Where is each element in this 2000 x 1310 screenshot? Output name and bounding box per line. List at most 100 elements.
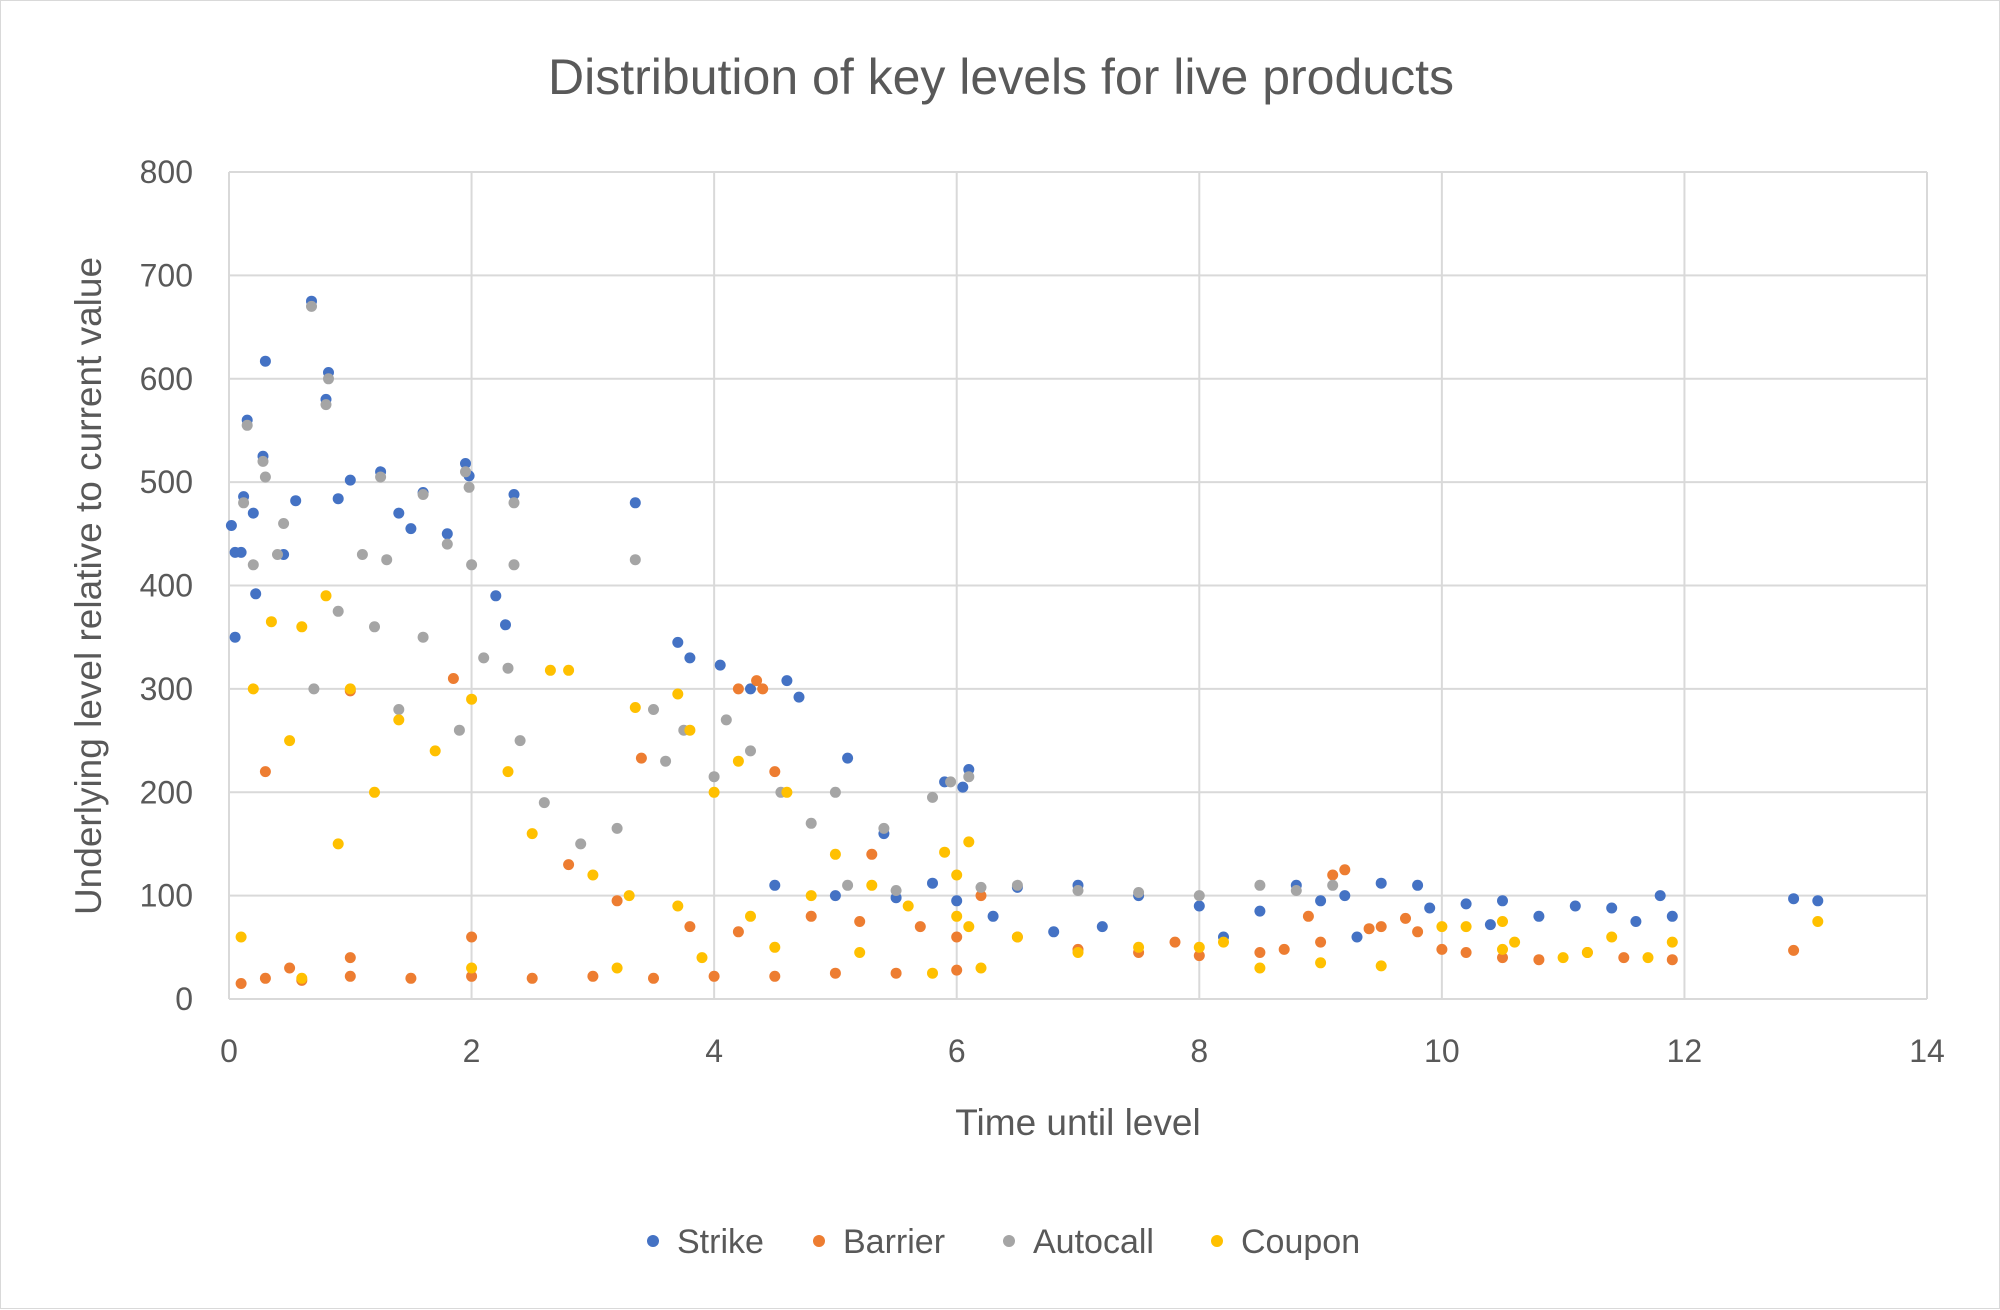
data-point-coupon [344, 683, 356, 695]
data-point-strike [629, 497, 641, 509]
data-point-barrier [1375, 921, 1387, 933]
data-point-coupon [466, 962, 478, 974]
ticks-layer: 0 100 200 300 400 500 600 700 800 0 2 4 6 8 10 12 14 [140, 154, 1945, 1069]
data-point-strike [793, 691, 805, 703]
legend-marker [1003, 1235, 1015, 1247]
data-point-strike [1254, 905, 1266, 917]
data-point-coupon [623, 890, 635, 902]
data-point-barrier [1460, 947, 1472, 958]
data-point-strike [1096, 921, 1108, 933]
data-point-autocall [975, 881, 987, 893]
data-point-barrier [866, 848, 878, 860]
data-point-strike [393, 507, 405, 519]
y-tick-label: 0 [175, 981, 193, 1017]
data-point-strike [1788, 893, 1800, 905]
data-point-strike [781, 675, 793, 687]
data-point-strike [684, 652, 696, 664]
data-point-coupon [1497, 916, 1508, 927]
data-point-barrier [563, 859, 575, 871]
data-point-strike [957, 781, 969, 793]
data-point-barrier [951, 931, 963, 943]
data-point-barrier [1788, 944, 1800, 956]
data-point-coupon [1315, 957, 1327, 969]
series-autocall [238, 300, 1339, 902]
data-point-strike [247, 507, 259, 519]
data-point-barrier [648, 972, 659, 984]
data-point-strike [508, 489, 520, 500]
data-point-strike [1460, 898, 1472, 910]
x-tick-label: 14 [1909, 1033, 1945, 1069]
data-point-coupon [429, 745, 441, 757]
data-point-coupon [1460, 921, 1472, 933]
y-tick-label: 100 [140, 878, 193, 914]
data-point-autocall [629, 554, 641, 566]
data-point-coupon [1133, 941, 1145, 953]
data-point-barrier [708, 970, 720, 982]
data-point-autocall [660, 755, 672, 767]
y-tick-label: 700 [140, 257, 193, 293]
data-point-strike [769, 879, 781, 891]
data-point-autocall [878, 822, 890, 834]
data-point-barrier [1533, 954, 1545, 966]
data-point-coupon [732, 755, 744, 767]
data-point-barrier [1412, 926, 1424, 938]
data-point-coupon [769, 941, 781, 953]
data-point-barrier [1497, 952, 1508, 964]
data-point-barrier [611, 895, 623, 907]
data-point-strike [490, 590, 502, 602]
data-point-autocall [308, 683, 320, 695]
data-point-coupon [1666, 936, 1678, 948]
data-point-autocall [805, 817, 817, 829]
data-point-strike [1812, 895, 1824, 907]
legend-label: Coupon [1241, 1223, 1360, 1261]
data-point-coupon [1218, 936, 1229, 948]
legend-marker [647, 1235, 659, 1247]
data-point-strike [1484, 919, 1496, 931]
data-point-coupon [1509, 936, 1521, 948]
x-tick-label: 6 [948, 1033, 966, 1069]
data-point-strike [250, 588, 262, 600]
data-point-coupon [393, 714, 405, 726]
data-point-strike [842, 752, 854, 764]
data-point-autocall [1133, 887, 1145, 898]
data-point-coupon [320, 590, 332, 602]
data-point-autocall [1290, 885, 1302, 896]
data-point-barrier [1302, 910, 1314, 922]
data-point-barrier [769, 766, 781, 778]
data-point-coupon [963, 836, 975, 848]
data-point-barrier [405, 972, 417, 984]
data-point-autocall [320, 399, 332, 411]
data-point-autocall [238, 497, 250, 509]
data-point-autocall [648, 704, 659, 715]
data-point-coupon [708, 786, 720, 798]
data-point-strike [225, 520, 237, 531]
data-point-strike [500, 619, 511, 631]
data-point-autocall [241, 419, 253, 431]
data-point-strike [1606, 902, 1618, 914]
data-point-barrier [757, 683, 769, 695]
data-point-autocall [508, 497, 520, 509]
y-tick-label: 500 [140, 464, 193, 500]
data-point-autocall [257, 455, 269, 467]
data-point-coupon [1436, 921, 1448, 933]
data-point-autocall [417, 489, 429, 500]
data-point-strike [344, 474, 356, 486]
legend-item-autocall: Autocall [1003, 1223, 1154, 1261]
data-point-barrier [344, 952, 356, 964]
data-point-barrier [526, 972, 538, 984]
data-point-coupon [544, 664, 556, 676]
data-point-coupon [235, 931, 247, 943]
data-point-strike [1569, 900, 1581, 912]
data-point-autocall [745, 745, 756, 757]
data-point-strike [1315, 895, 1327, 907]
data-point-coupon [805, 890, 817, 902]
y-tick-label: 400 [140, 568, 193, 604]
data-point-strike [1339, 890, 1351, 902]
data-point-coupon [629, 702, 641, 713]
chart-title: Distribution of key levels for live prod… [548, 49, 1454, 105]
legend-label: Barrier [843, 1223, 945, 1261]
data-point-barrier [1254, 947, 1266, 958]
legend: Strike Barrier Autocall Coupon [647, 1223, 1360, 1261]
